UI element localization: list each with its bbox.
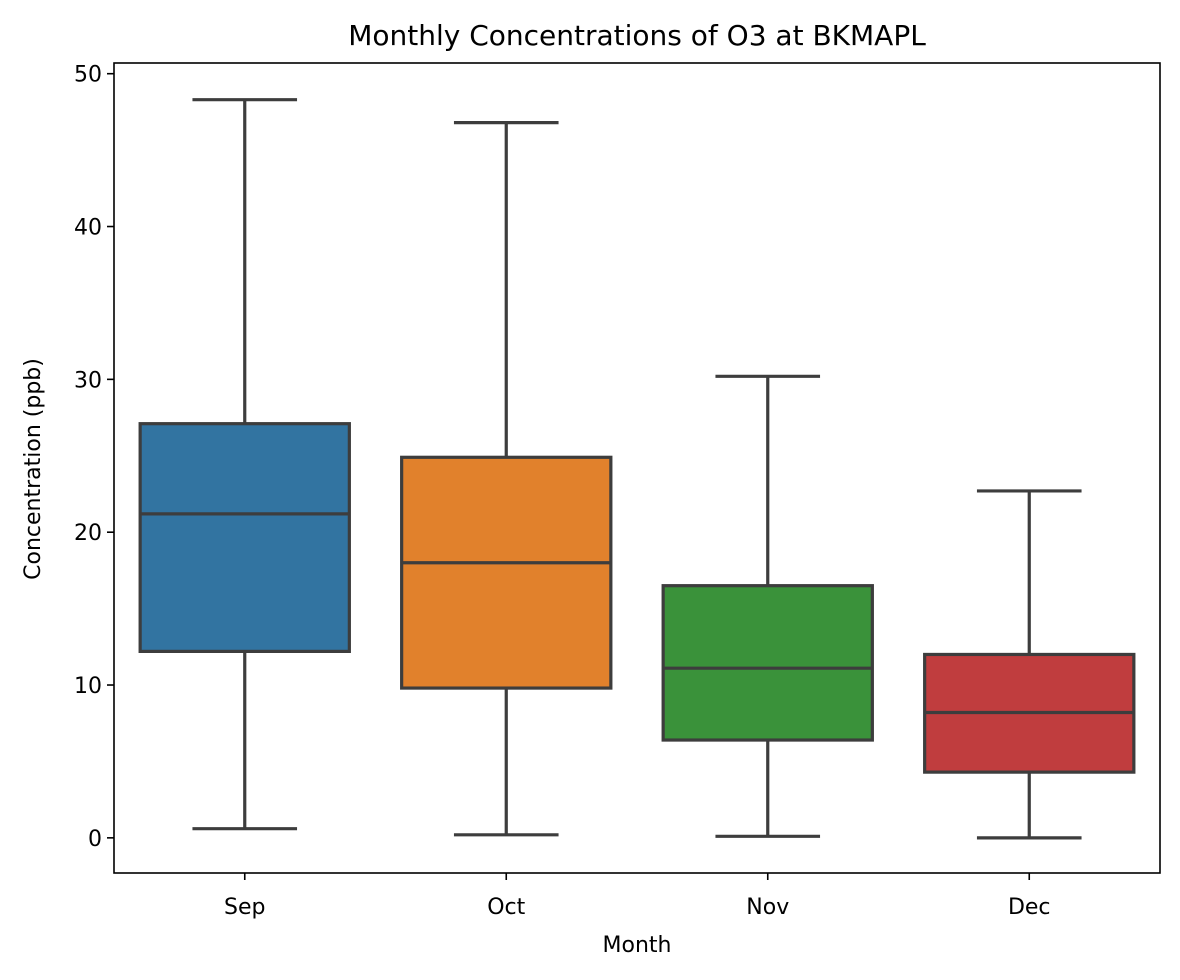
iqr-box: [138, 422, 351, 653]
y-tick-label: 40: [74, 216, 102, 241]
box-dec: [923, 489, 1136, 840]
y-tick-label: 30: [74, 368, 102, 393]
x-axis-label: Month: [603, 933, 672, 958]
x-tick-label-nov: Nov: [746, 895, 789, 920]
box-oct: [400, 121, 613, 837]
y-tick-label: 0: [88, 827, 102, 852]
y-tick-label: 50: [74, 63, 102, 88]
y-tick-label: 20: [74, 521, 102, 546]
box-sep: [138, 98, 351, 831]
x-axis: Sep Oct Nov Dec: [224, 873, 1051, 920]
iqr-box: [661, 584, 874, 742]
y-tick-label: 10: [74, 674, 102, 699]
iqr-box: [400, 455, 613, 690]
x-tick-label-oct: Oct: [487, 895, 525, 920]
y-axis-label: Concentration (ppb): [21, 358, 46, 580]
box-nov: [661, 374, 874, 838]
chart-title: Monthly Concentrations of O3 at BKMAPL: [348, 19, 926, 52]
x-tick-label-sep: Sep: [224, 895, 265, 920]
x-tick-label-dec: Dec: [1008, 895, 1051, 920]
y-axis: 0 10 20 30 40 50: [74, 63, 114, 852]
plot-frame: [113, 62, 1161, 874]
plot-area: [138, 98, 1136, 840]
